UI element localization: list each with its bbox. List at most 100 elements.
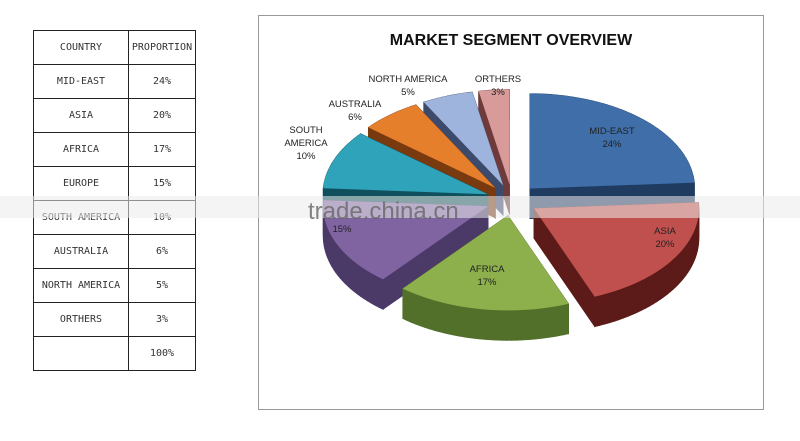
slice-wall: [627, 284, 633, 317]
slice-wall: [553, 305, 559, 338]
slice-wall: [428, 298, 435, 331]
slice-wall: [669, 258, 674, 293]
slice-wall: [489, 309, 496, 341]
watermark-band: [0, 196, 800, 218]
country-cell: ASIA: [33, 98, 129, 133]
slice-wall: [618, 287, 625, 321]
proportion-cell: 100%: [128, 336, 196, 371]
slice-wall: [656, 268, 661, 303]
data-label: ASIA 20%: [654, 226, 676, 250]
slice-wall: [685, 241, 689, 277]
slice-wall: [511, 309, 518, 341]
slice-wall: [453, 304, 460, 337]
slice-wall: [433, 299, 440, 333]
country-cell: AUSTRALIA: [33, 234, 129, 269]
slice-wall: [666, 261, 671, 296]
slice-wall: [367, 270, 372, 304]
country-cell: ORTHERS: [33, 302, 129, 337]
slice-wall: [374, 274, 380, 308]
table-row: COUNTRY PROPORTION: [33, 30, 196, 65]
slice-wall: [370, 272, 376, 306]
slice-wall: [537, 307, 544, 340]
slice-top: [533, 202, 699, 297]
slice-wall: [443, 302, 449, 335]
slice-wall: [484, 309, 491, 341]
slice-top: [423, 92, 504, 186]
table-row: NORTH AMERICA 5%: [33, 268, 196, 303]
slice-wall: [542, 307, 549, 339]
slice-wall: [548, 306, 554, 338]
slice-wall: [356, 263, 361, 297]
proportion-cell: 3%: [128, 302, 196, 337]
slice-wall: [675, 253, 680, 288]
proportion-cell: 20%: [128, 98, 196, 133]
slice-wall: [533, 207, 595, 328]
chart-title: MARKET SEGMENT OVERVIEW: [390, 32, 633, 49]
slice-wall: [344, 252, 349, 287]
table-row: ORTHERS 3%: [33, 302, 196, 337]
slice-top: [529, 93, 695, 189]
data-label: NORTH AMERICA 5%: [368, 74, 448, 98]
slice-wall: [468, 307, 475, 339]
slice-wall: [527, 309, 533, 341]
slice-wall: [353, 260, 358, 295]
slice-wall: [636, 280, 642, 314]
slice-wall: [632, 282, 638, 315]
slice-wall: [609, 290, 615, 324]
slice-wall: [347, 255, 352, 290]
pie-slice-africa: [402, 214, 569, 341]
slice-wall: [363, 268, 368, 302]
slice-top: [368, 104, 496, 188]
slice-wall: [663, 263, 668, 298]
slice-wall: [558, 304, 564, 337]
table-row: 100%: [33, 336, 196, 371]
slice-wall: [683, 244, 687, 280]
country-cell: [33, 336, 129, 371]
slice-wall: [378, 276, 384, 310]
slice-wall: [604, 292, 610, 325]
slice-wall: [463, 306, 470, 339]
slice-top: [478, 89, 510, 185]
slice-wall: [473, 308, 480, 340]
slice-wall: [640, 277, 646, 312]
slice-wall: [672, 255, 677, 290]
data-label: 15%: [332, 224, 352, 235]
data-label: ORTHERS 3%: [475, 74, 521, 98]
slice-wall: [337, 244, 341, 279]
slice-wall: [360, 265, 365, 300]
slice-top: [323, 200, 489, 280]
slice-wall: [516, 309, 523, 341]
slice-wall: [623, 285, 629, 319]
slice-wall: [339, 247, 343, 282]
data-label: AUSTRALIA 6%: [329, 99, 382, 123]
table-row: AUSTRALIA 6%: [33, 234, 196, 269]
slice-wall: [645, 275, 650, 309]
slice-wall: [648, 273, 654, 307]
slice-wall: [594, 295, 601, 328]
slice-top: [402, 215, 569, 311]
slice-wall: [681, 247, 685, 282]
slice-wall: [660, 266, 665, 300]
slice-wall: [495, 309, 502, 341]
slice-wall: [521, 309, 528, 341]
slice-wall: [614, 289, 620, 322]
table-row: ASIA 20%: [33, 98, 196, 133]
slice-wall: [500, 310, 507, 341]
slice-wall: [350, 258, 355, 293]
slice-wall: [563, 303, 569, 336]
slice-wall: [448, 303, 454, 336]
slice-wall: [342, 250, 346, 285]
slice-wall: [505, 310, 512, 341]
slice-wall: [532, 308, 539, 340]
data-label: AFRICA 17%: [470, 264, 506, 288]
data-label: SOUTH AMERICA 10%: [284, 125, 328, 162]
data-label: MID-EAST 24%: [589, 126, 635, 150]
slice-wall: [652, 271, 658, 305]
slice-wall: [438, 301, 445, 334]
table-row: EUROPE 15%: [33, 166, 196, 201]
slice-wall: [479, 308, 486, 340]
slice-wall: [678, 250, 682, 285]
proportion-cell: 15%: [128, 166, 196, 201]
slice-wall: [458, 305, 465, 338]
